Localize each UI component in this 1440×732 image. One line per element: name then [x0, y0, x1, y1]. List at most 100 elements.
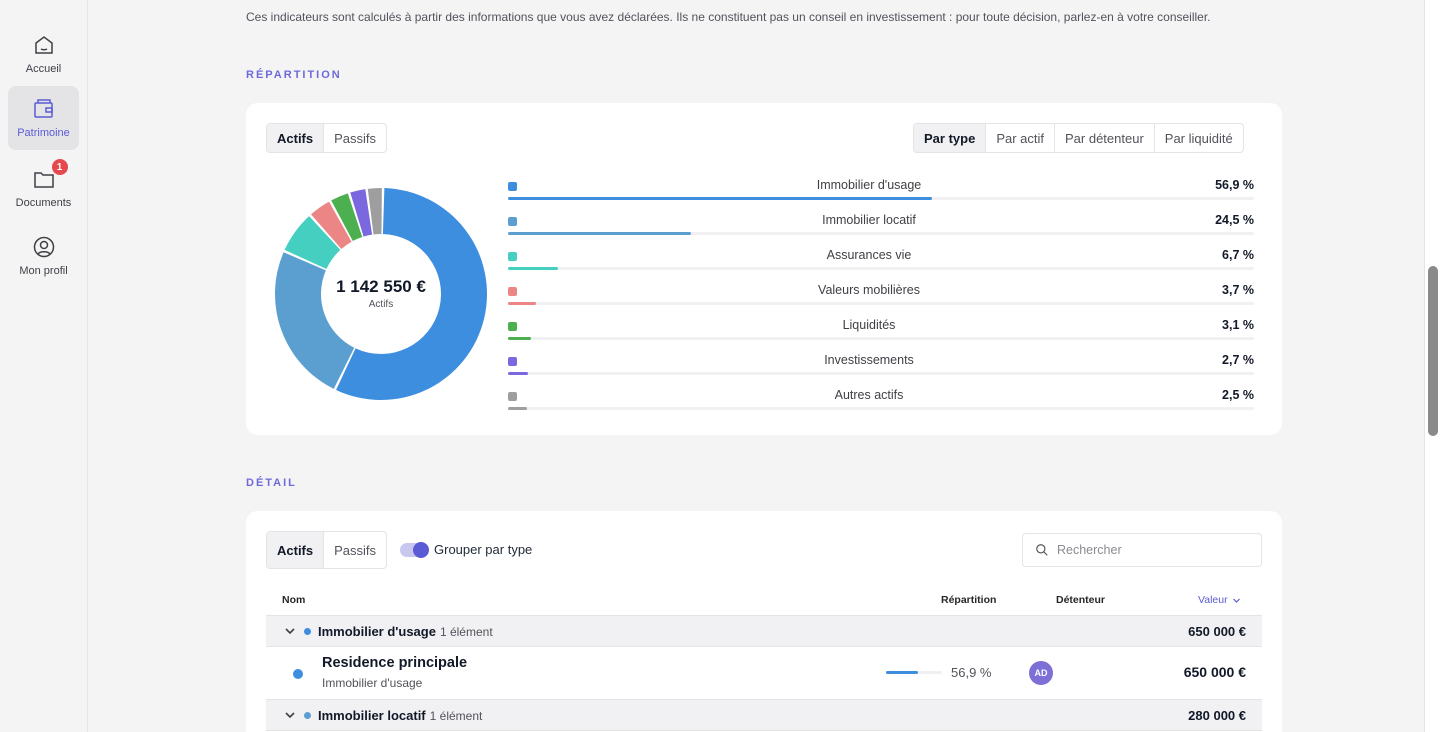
donut-slice[interactable]	[336, 188, 487, 400]
detail-card: Actifs Passifs Grouper par type Nom Répa…	[246, 511, 1282, 732]
avatar[interactable]: AD	[1029, 661, 1053, 685]
nav-item-accueil[interactable]: Accueil	[8, 22, 79, 86]
nav-label: Documents	[15, 197, 72, 209]
legend-color-swatch	[508, 357, 517, 366]
nav-item-mon-profil[interactable]: Mon profil	[8, 224, 79, 288]
asset-name[interactable]: Residence principale	[322, 655, 468, 671]
repartition-card: Actifs Passifs Par type Par actif Par dé…	[246, 103, 1282, 435]
legend-percent: 6,7 %	[1222, 248, 1254, 262]
repartition-percent: 56,9 %	[951, 665, 992, 680]
donut-slice[interactable]	[311, 201, 352, 249]
donut-slice[interactable]	[350, 189, 373, 237]
home-icon	[34, 36, 53, 54]
nav-icon-wrap: 1	[32, 159, 68, 191]
legend-label: Immobilier d'usage	[816, 178, 922, 192]
legend-label: Immobilier locatif	[822, 213, 916, 227]
category-dot	[304, 712, 311, 719]
legend-label: Liquidités	[842, 318, 896, 332]
group-row[interactable]: Immobilier d'usage 1 élément 650 000 €	[266, 615, 1262, 647]
column-header-valeur[interactable]: Valeur	[1198, 594, 1241, 606]
donut-total-value: 1 142 550 €	[336, 277, 426, 296]
legend-row[interactable]: Liquidités 3,1 %	[508, 318, 1254, 344]
tab-passifs[interactable]: Passifs	[334, 130, 377, 146]
legend-bar-track	[508, 407, 1254, 410]
legend-percent: 3,7 %	[1222, 283, 1254, 297]
chevron-down-icon[interactable]	[284, 625, 296, 637]
legend-row[interactable]: Valeurs mobilières 3,7 %	[508, 283, 1254, 309]
wallet-icon	[33, 99, 53, 118]
column-header-detenteur[interactable]: Détenteur	[1056, 594, 1106, 606]
view-par-liquidite[interactable]: Par liquidité	[1164, 130, 1233, 146]
scrollbar-thumb[interactable]	[1428, 266, 1438, 436]
tab-actifs[interactable]: Actifs	[267, 124, 325, 152]
view-par-type[interactable]: Par type	[914, 124, 987, 152]
section-title-detail: DÉTAIL	[246, 477, 297, 489]
search-box	[1022, 533, 1262, 567]
legend-percent: 56,9 %	[1215, 178, 1254, 192]
group-name-text: Immobilier d'usage	[318, 624, 436, 639]
section-title-repartition: RÉPARTITION	[246, 69, 342, 81]
group-row[interactable]: Immobilier locatif 1 élément 280 000 €	[266, 699, 1262, 731]
group-count: 1 élément	[429, 709, 483, 723]
legend-color-swatch	[508, 252, 517, 261]
nav-item-patrimoine[interactable]: Patrimoine	[8, 86, 79, 150]
view-selector: Par type Par actif Par détenteur Par liq…	[913, 123, 1244, 153]
toggle-label: Grouper par type	[434, 542, 533, 557]
notification-badge: 1	[51, 159, 68, 175]
column-header-nom[interactable]: Nom	[282, 594, 306, 606]
legend-bar-track	[508, 197, 1254, 200]
donut-slice[interactable]	[284, 216, 341, 270]
legend-percent: 3,1 %	[1222, 318, 1254, 332]
group-by-type-toggle[interactable]: Grouper par type	[400, 541, 533, 558]
tab-actifs[interactable]: Actifs	[267, 532, 325, 568]
legend-bar-track	[508, 337, 1254, 340]
legend-bar-track	[508, 267, 1254, 270]
page-scrollbar[interactable]	[1424, 0, 1440, 732]
donut-slice[interactable]	[274, 252, 355, 389]
view-par-actif[interactable]: Par actif	[986, 124, 1055, 152]
legend-bar-fill	[508, 407, 527, 410]
group-name: Immobilier locatif 1 élément	[318, 708, 482, 723]
detail-tabs: Actifs Passifs	[266, 531, 388, 569]
legend-bar-fill	[508, 337, 532, 340]
main-content: Ces indicateurs sont calculés à partir d…	[89, 0, 1424, 732]
column-header-valeur-label: Valeur	[1198, 594, 1228, 606]
asset-value: 650 000 €	[1183, 664, 1246, 680]
nav-item-documents[interactable]: 1 Documents	[8, 156, 79, 220]
view-par-detenteur[interactable]: Par détenteur	[1055, 124, 1155, 152]
chevron-down-icon[interactable]	[284, 709, 296, 721]
legend-label: Autres actifs	[834, 388, 904, 402]
toggle-switch[interactable]	[400, 541, 429, 558]
user-circle-icon	[33, 236, 54, 258]
donut-chart[interactable]	[274, 187, 488, 401]
legend-color-swatch	[508, 287, 517, 296]
donut-slice[interactable]	[331, 193, 363, 242]
asset-type: Immobilier d'usage	[322, 676, 423, 690]
category-dot	[293, 669, 303, 679]
donut-total-label: Actifs	[368, 299, 394, 310]
legend-row[interactable]: Assurances vie 6,7 %	[508, 248, 1254, 274]
legend-bar-fill	[508, 232, 691, 235]
column-header-repartition[interactable]: Répartition	[941, 594, 997, 606]
group-name-text: Immobilier locatif	[318, 708, 426, 723]
chevron-down-icon	[1232, 598, 1240, 603]
legend-label: Valeurs mobilières	[818, 283, 920, 297]
nav-label: Patrimoine	[17, 127, 70, 139]
repartition-bar-fill	[886, 671, 918, 674]
legend-row[interactable]: Autres actifs 2,5 %	[508, 388, 1254, 414]
legend-row[interactable]: Immobilier d'usage 56,9 %	[508, 178, 1254, 204]
legend-bar-fill	[508, 267, 558, 270]
search-input[interactable]	[1057, 543, 1237, 557]
legend-row[interactable]: Immobilier locatif 24,5 %	[508, 213, 1254, 239]
category-dot	[304, 628, 311, 635]
group-value: 280 000 €	[1188, 708, 1246, 723]
legend-percent: 24,5 %	[1215, 213, 1254, 227]
legend-label: Assurances vie	[826, 248, 912, 262]
folder-icon	[33, 172, 54, 188]
legend-bar-track	[508, 302, 1254, 305]
legend-row[interactable]: Investissements 2,7 %	[508, 353, 1254, 379]
tab-passifs[interactable]: Passifs	[334, 542, 377, 558]
donut-slice[interactable]	[367, 188, 382, 235]
table-row[interactable]: Residence principale Immobilier d'usage …	[266, 647, 1262, 699]
search-icon	[1036, 544, 1048, 556]
